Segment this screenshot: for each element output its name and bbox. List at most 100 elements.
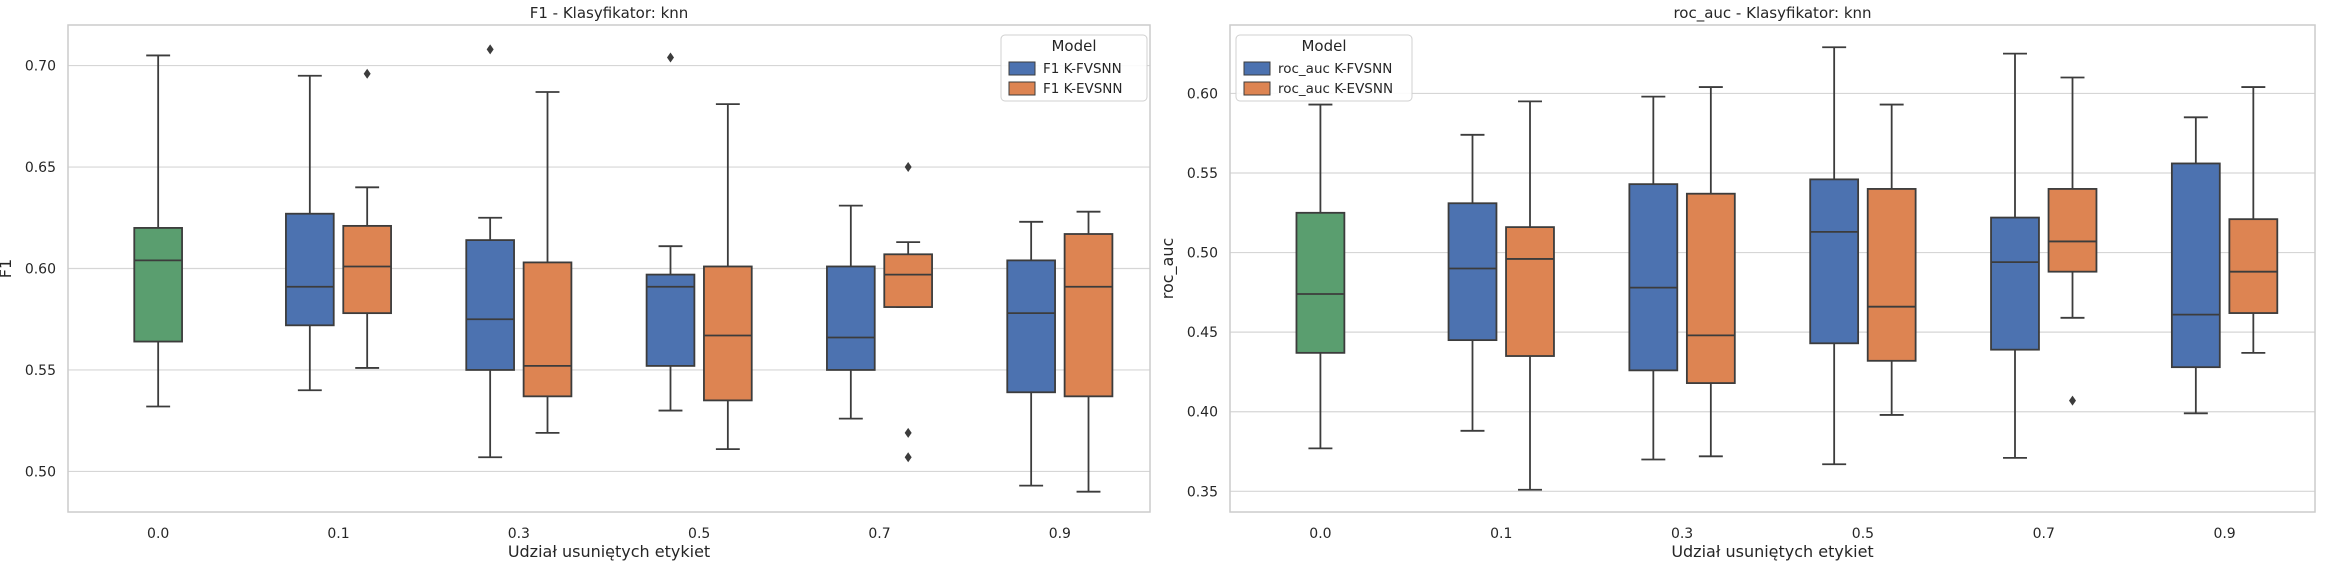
x-tick-label: 0.9 xyxy=(1049,526,1071,542)
legend-swatch-evsnn xyxy=(1008,81,1036,96)
x-tick-label: 0.0 xyxy=(147,526,169,542)
y-tick-label: 0.35 xyxy=(1187,484,1218,500)
legend-label: roc_auc K-EVSNN xyxy=(1278,81,1393,97)
legend: Model F1 K-FVSNN F1 K-EVSNN xyxy=(1000,34,1148,102)
plot-frame xyxy=(1229,24,2316,513)
x-tick-label: 0.0 xyxy=(1309,526,1331,542)
y-tick-label: 0.50 xyxy=(1187,246,1218,262)
x-tick-label: 0.5 xyxy=(688,526,710,542)
legend-label: F1 K-EVSNN xyxy=(1043,81,1122,97)
box-body xyxy=(1505,226,1555,357)
box-body xyxy=(133,227,183,343)
legend-swatch-evsnn xyxy=(1243,81,1271,96)
box-evsnn-0.7 xyxy=(883,162,933,463)
box-evsnn-0.9 xyxy=(2228,86,2279,354)
box-fvsnn-0.1 xyxy=(285,74,335,392)
box-evsnn-0.9 xyxy=(1063,210,1114,493)
legend: Model roc_auc K-FVSNN roc_auc K-EVSNN xyxy=(1235,34,1413,102)
x-tick-label: 0.9 xyxy=(2213,526,2235,542)
outlier-point xyxy=(666,52,674,63)
box-evsnn-0.3 xyxy=(1685,86,1736,458)
box-body xyxy=(645,273,696,367)
legend-title: Model xyxy=(1301,37,1346,55)
box-evsnn-0.1 xyxy=(342,68,392,369)
box-body xyxy=(1063,233,1114,398)
box-evsnn-0.5 xyxy=(1866,103,1917,416)
box-body xyxy=(1685,192,1736,384)
box-fvsnn-0.5 xyxy=(1809,46,1860,466)
plot-area xyxy=(1230,25,2315,512)
box-body xyxy=(1447,202,1498,342)
box-fvsnn-0.5 xyxy=(645,52,696,412)
y-tick-label: 0.60 xyxy=(25,262,56,278)
box-body xyxy=(703,265,753,402)
box-fvsnn-0.9 xyxy=(2170,116,2221,415)
legend-swatch-fvsnn xyxy=(1243,61,1271,76)
box-body xyxy=(522,261,573,398)
box-baseline-0.0 xyxy=(133,54,183,408)
legend-label: roc_auc K-FVSNN xyxy=(1278,61,1392,77)
legend-swatch-fvsnn xyxy=(1008,61,1036,76)
y-tick-label: 0.65 xyxy=(25,160,56,176)
outlier-point xyxy=(904,427,912,438)
x-tick-label: 0.3 xyxy=(508,526,530,542)
y-tick-label: 0.55 xyxy=(1187,166,1218,182)
y-tick-label: 0.50 xyxy=(25,464,56,480)
box-evsnn-0.3 xyxy=(522,91,573,434)
box-body xyxy=(1628,183,1679,372)
box-body xyxy=(2047,188,2098,273)
x-axis-label: Udział usuniętych etykiet xyxy=(508,542,710,561)
y-tick-label: 0.40 xyxy=(1187,405,1218,421)
y-tick-label: 0.45 xyxy=(1187,325,1218,341)
box-body xyxy=(1295,211,1346,354)
y-axis-label: F1 xyxy=(0,259,15,278)
box-body xyxy=(1809,178,1860,345)
x-axis-label: Udział usuniętych etykiet xyxy=(1671,542,1873,561)
box-fvsnn-0.3 xyxy=(465,44,515,459)
x-tick-label: 0.1 xyxy=(327,526,349,542)
box-body xyxy=(1006,259,1056,394)
y-tick-label: 0.70 xyxy=(25,59,56,75)
box-body xyxy=(465,239,515,371)
outlier-point xyxy=(904,162,912,173)
box-body xyxy=(1866,188,1917,362)
box-body xyxy=(342,224,392,315)
box-body xyxy=(826,265,876,371)
outlier-point xyxy=(363,68,371,79)
box-body xyxy=(1990,216,2040,351)
box-body xyxy=(2228,218,2279,314)
x-tick-label: 0.7 xyxy=(2033,526,2055,542)
legend-frame xyxy=(1235,34,1413,102)
x-tick-label: 0.5 xyxy=(1852,526,1874,542)
box-body xyxy=(285,212,335,327)
box-fvsnn-0.7 xyxy=(1990,52,2040,459)
outlier-point xyxy=(486,44,494,55)
f1-chart-panel: 0.50 0.55 0.60 0.65 0.70 0.0 0.1 0.3 0.5 0.7 0.9 F1… xyxy=(0,4,1151,561)
legend-label: F1 K-FVSNN xyxy=(1043,61,1122,77)
x-tick-label: 0.1 xyxy=(1490,526,1512,542)
box-fvsnn-0.7 xyxy=(826,204,876,420)
x-tick-label: 0.7 xyxy=(868,526,890,542)
legend-title: Model xyxy=(1051,37,1096,55)
box-evsnn-0.7 xyxy=(2047,76,2098,406)
plot-frame xyxy=(67,24,1151,513)
box-baseline-0.0 xyxy=(1295,103,1346,450)
x-tick-label: 0.3 xyxy=(1671,526,1693,542)
legend-frame xyxy=(1000,34,1148,102)
box-evsnn-0.1 xyxy=(1505,100,1555,491)
y-axis-label: roc_auc xyxy=(1158,238,1178,300)
box-fvsnn-0.9 xyxy=(1006,220,1056,487)
box-body xyxy=(2170,162,2221,369)
box-evsnn-0.5 xyxy=(703,103,753,450)
chart-title: roc_auc - Klasyfikator: knn xyxy=(1673,4,1871,23)
y-tick-label: 0.55 xyxy=(25,363,56,379)
box-fvsnn-0.3 xyxy=(1628,95,1679,461)
outlier-point xyxy=(904,452,912,463)
roc-auc-chart-panel: 0.35 0.40 0.45 0.50 0.55 0.60 0.0 0.1 0.3 0.5 0.7 0… xyxy=(1158,4,2316,561)
outlier-point xyxy=(2069,395,2077,406)
box-body xyxy=(883,253,933,308)
y-tick-label: 0.60 xyxy=(1187,86,1218,102)
box-fvsnn-0.1 xyxy=(1447,133,1498,432)
chart-title: F1 - Klasyfikator: knn xyxy=(530,4,689,22)
